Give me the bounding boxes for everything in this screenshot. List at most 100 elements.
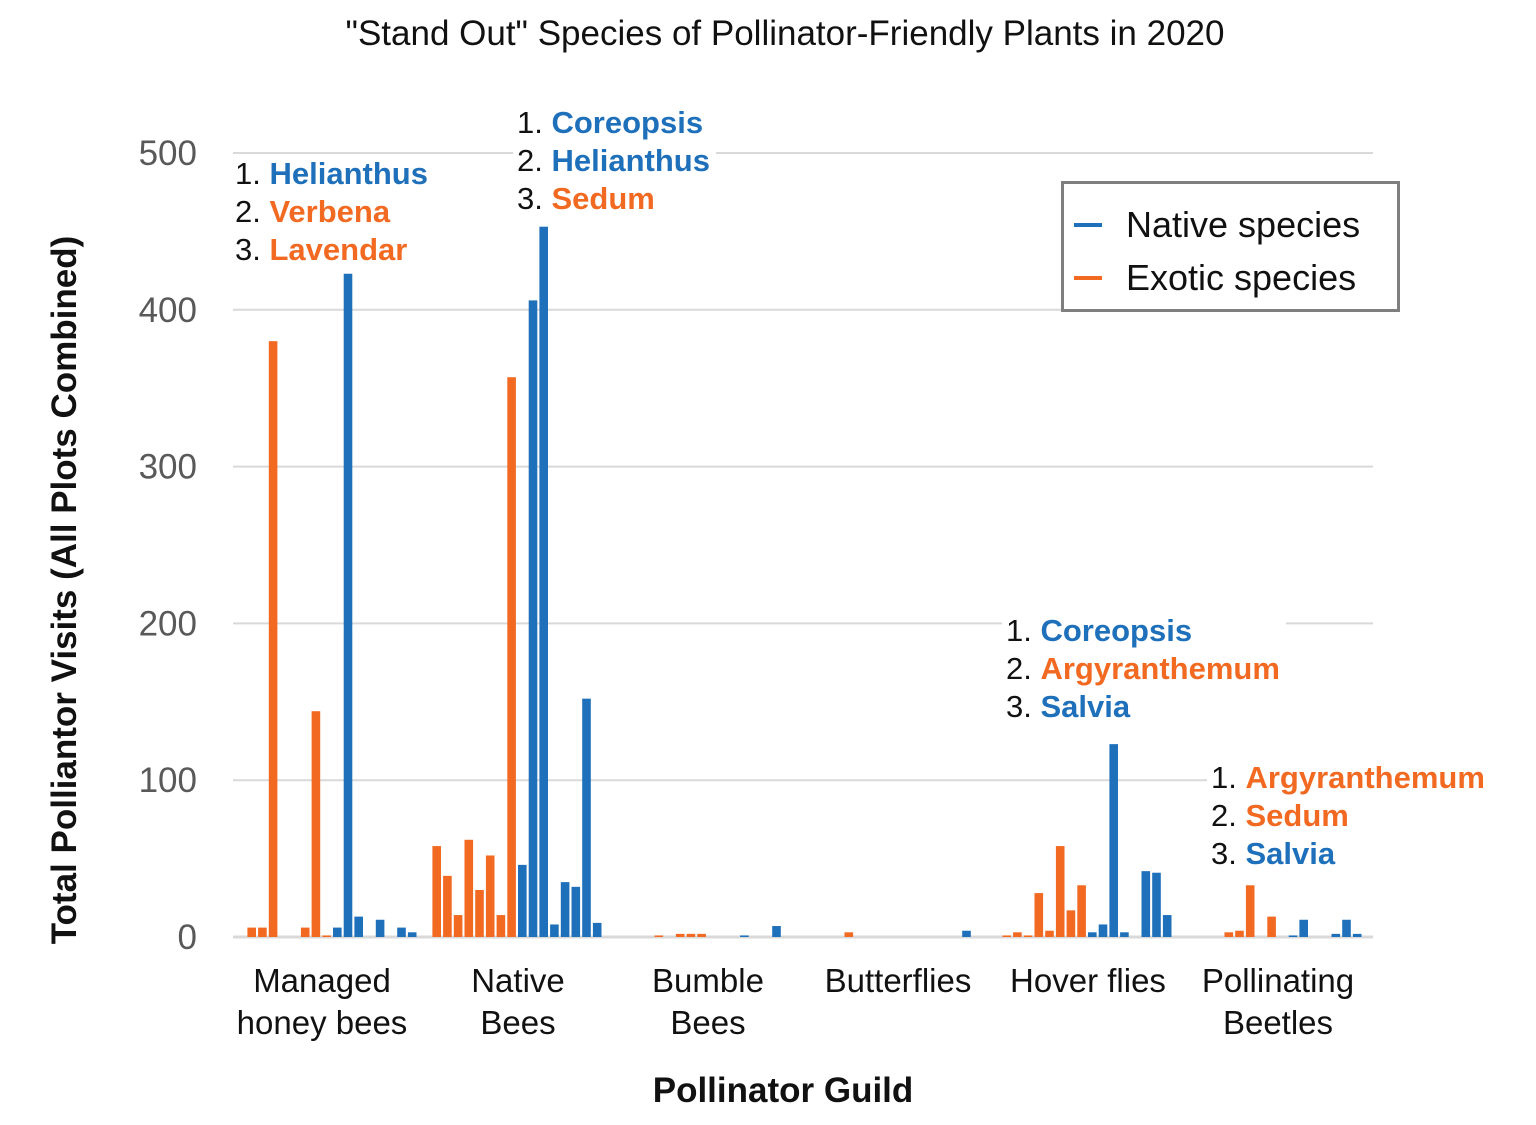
bar-native	[1120, 932, 1129, 937]
bar-native	[1109, 744, 1118, 937]
bar-exotic	[1013, 932, 1022, 937]
bar-native	[1162, 915, 1172, 937]
annotation-top-species: 1. Coreopsis 2. Argyranthemum 3. Salvia	[1002, 612, 1286, 726]
bar-exotic	[697, 933, 706, 937]
annotation-line: 3. Lavendar	[235, 231, 428, 269]
bar-exotic	[1245, 885, 1255, 937]
x-tick-label: Managed	[253, 962, 391, 999]
bar-exotic	[844, 932, 854, 937]
bar-exotic	[1045, 930, 1054, 937]
annotation-top-species: 1. Coreopsis 2. Helianthus 3. Sedum	[513, 104, 716, 218]
bar-exotic	[1034, 893, 1044, 937]
x-tick-label: Bumble	[652, 962, 764, 999]
y-tick-label: 200	[139, 604, 197, 643]
bar-native	[407, 932, 417, 937]
bar-exotic	[1066, 910, 1076, 937]
legend-item-exotic: Exotic species	[1074, 257, 1356, 299]
species-name: Helianthus	[551, 143, 710, 178]
species-name: Coreopsis	[1040, 613, 1193, 648]
y-axis-label: Total Polliantor Visits (All Plots Combi…	[45, 236, 84, 944]
bar-native	[1288, 935, 1298, 937]
x-tick-label: Butterflies	[825, 962, 972, 999]
bar-exotic	[1235, 930, 1244, 937]
rank-number: 1.	[1211, 760, 1246, 795]
legend: Native species Exotic species	[1061, 181, 1400, 312]
y-tick-label: 400	[139, 291, 197, 330]
bar-native	[1299, 919, 1308, 937]
bar-native	[772, 926, 781, 937]
legend-swatch-exotic	[1074, 276, 1102, 280]
bar-exotic	[300, 927, 310, 937]
bar-exotic	[675, 933, 685, 937]
bar-exotic	[311, 711, 321, 937]
annotation-line: 1. Coreopsis	[1006, 612, 1280, 650]
bar-exotic	[258, 927, 267, 937]
bar-exotic	[1267, 916, 1276, 937]
species-name: Coreopsis	[551, 105, 704, 140]
x-tick-label: Beetles	[1223, 1004, 1333, 1041]
bar-exotic	[1077, 885, 1086, 937]
annotation-line: 3. Salvia	[1006, 688, 1280, 726]
bar-native	[375, 919, 385, 937]
bar-exotic	[432, 846, 441, 937]
bar-native	[571, 886, 581, 937]
species-name: Sedum	[1245, 798, 1349, 833]
rank-number: 1.	[1006, 613, 1041, 648]
bar-exotic	[247, 927, 256, 937]
bar-native	[1152, 872, 1161, 937]
legend-item-native: Native species	[1074, 204, 1360, 246]
rank-number: 2.	[1211, 798, 1246, 833]
bar-native	[1331, 933, 1341, 937]
x-tick-label: Pollinating	[1202, 962, 1354, 999]
legend-label: Native species	[1126, 204, 1361, 245]
x-tick-label: Native	[471, 962, 565, 999]
bar-exotic	[654, 935, 664, 937]
species-name: Salvia	[1040, 689, 1131, 724]
legend-label: Exotic species	[1126, 257, 1357, 298]
species-name: Salvia	[1245, 836, 1336, 871]
bar-exotic	[443, 875, 452, 937]
bar-native	[333, 927, 342, 937]
bar-exotic	[475, 889, 484, 937]
bar-native	[397, 927, 406, 937]
rank-number: 3.	[235, 232, 270, 267]
x-tick-label: Bees	[670, 1004, 745, 1041]
rank-number: 3.	[1211, 836, 1246, 871]
bar-native	[343, 273, 353, 938]
species-name: Sedum	[551, 181, 655, 216]
bar-native	[560, 882, 570, 937]
chart-title: "Stand Out" Species of Pollinator-Friend…	[345, 14, 1225, 53]
rank-number: 2.	[1006, 651, 1041, 686]
bar-native	[1098, 924, 1108, 937]
annotation-line: 2. Sedum	[1211, 797, 1485, 835]
annotation-line: 2. Argyranthemum	[1006, 650, 1280, 688]
bar-native	[962, 930, 971, 937]
bar-exotic	[1023, 935, 1033, 937]
annotation-line: 3. Salvia	[1211, 835, 1485, 873]
rank-number: 3.	[1006, 689, 1041, 724]
bar-exotic	[268, 341, 278, 937]
rank-number: 3.	[517, 181, 552, 216]
bar-native	[1352, 933, 1362, 937]
bar-exotic	[453, 915, 463, 937]
rank-number: 1.	[235, 156, 270, 191]
x-tick-label: Hover flies	[1010, 962, 1166, 999]
bar-native	[592, 922, 602, 937]
y-tick-label: 300	[139, 448, 197, 487]
bar-exotic	[322, 935, 331, 937]
x-tick-label: honey bees	[237, 1004, 408, 1041]
bar-exotic	[686, 933, 696, 937]
annotation-line: 1. Argyranthemum	[1211, 759, 1485, 797]
rank-number: 1.	[517, 105, 552, 140]
y-tick-label: 100	[139, 761, 197, 800]
bar-native	[528, 300, 538, 938]
bar-native	[582, 698, 591, 937]
legend-swatch-native	[1074, 223, 1102, 227]
bar-native	[539, 226, 548, 938]
bar-native	[354, 916, 363, 937]
bar-exotic	[485, 855, 495, 937]
y-tick-label: 0	[178, 918, 197, 957]
bar-native	[550, 924, 559, 937]
bar-native	[740, 935, 749, 937]
bar-exotic	[1224, 932, 1234, 937]
